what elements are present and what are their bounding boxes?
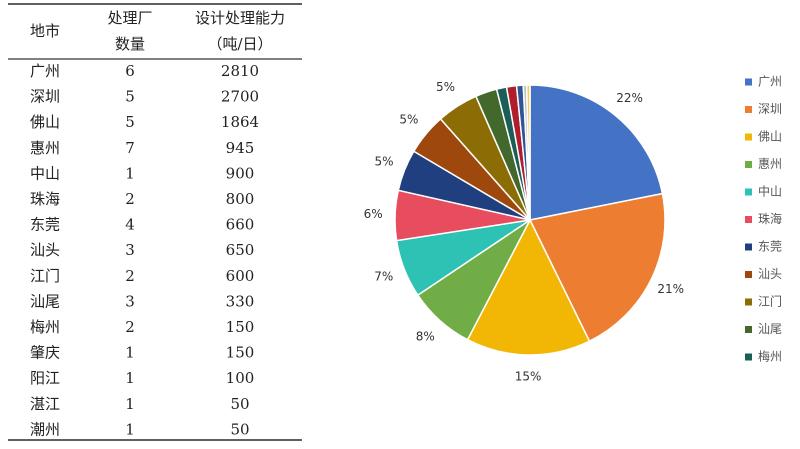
table-cell: 潮州 xyxy=(30,420,60,438)
slice-label: 15% xyxy=(515,369,542,383)
table-cell: 7 xyxy=(125,139,135,157)
table-cell: 945 xyxy=(226,139,255,157)
table-cell: 肇庆 xyxy=(30,344,60,362)
slice-label: 5% xyxy=(399,113,418,127)
table-cell: 900 xyxy=(226,164,255,182)
legend-label: 珠海 xyxy=(758,211,782,226)
table-cell: 汕头 xyxy=(30,241,60,259)
slice-label: 6% xyxy=(364,207,383,221)
table-cell: 2700 xyxy=(221,88,259,106)
legend-swatch xyxy=(745,133,752,141)
legend-label: 佛山 xyxy=(758,130,782,144)
pie-slice xyxy=(466,218,591,356)
table-cell: 3 xyxy=(125,241,135,259)
table-cell: 湛江 xyxy=(30,395,60,413)
table-cell: 2 xyxy=(125,318,135,336)
legend-swatch xyxy=(745,106,752,113)
table-cell: 佛山 xyxy=(30,113,60,131)
table-cell: 50 xyxy=(230,395,249,413)
table-cell: 珠海 xyxy=(30,190,60,208)
legend-label: 江门 xyxy=(758,294,782,309)
legend-swatch xyxy=(745,326,752,333)
table-cell: 650 xyxy=(226,241,255,259)
legend-swatch xyxy=(745,216,752,223)
table-header: 地市 xyxy=(30,22,60,40)
legend-swatch xyxy=(745,78,752,86)
table-cell: 5 xyxy=(125,88,135,106)
legend-label: 汕头 xyxy=(758,267,782,281)
legend-swatch xyxy=(745,271,752,278)
pie-slice xyxy=(525,84,531,221)
table-header: 处理厂 xyxy=(107,9,152,27)
legend-label: 深圳 xyxy=(758,102,782,116)
legend-label: 梅州 xyxy=(758,349,782,364)
legend-label: 广州 xyxy=(758,75,782,89)
legend-label: 惠州 xyxy=(758,157,782,171)
slice-label: 22% xyxy=(616,91,643,105)
table-cell: 东莞 xyxy=(30,216,60,234)
table-cell: 5 xyxy=(125,113,135,131)
table-cell: 1 xyxy=(125,420,135,438)
table-cell: 330 xyxy=(226,292,255,310)
slice-label: 8% xyxy=(416,329,435,343)
table-cell: 江门 xyxy=(30,267,60,285)
table-cell: 6 xyxy=(125,62,135,80)
legend-swatch xyxy=(745,188,752,196)
pie-slice xyxy=(529,84,664,221)
table-cell: 惠州 xyxy=(30,139,60,157)
slice-label: 7% xyxy=(374,270,393,284)
legend-label: 中山 xyxy=(758,184,782,199)
slice-label: 5% xyxy=(436,80,455,94)
table-cell: 2 xyxy=(125,190,135,208)
table-header: 设计处理能力 xyxy=(195,9,285,27)
table-cell: 1 xyxy=(125,395,135,413)
table-cell: 600 xyxy=(226,267,255,285)
table-cell: 广州 xyxy=(30,62,60,80)
table-cell: 100 xyxy=(226,369,255,387)
legend-label: 汕尾 xyxy=(758,322,782,336)
table-cell: 1 xyxy=(125,369,135,387)
table-cell: 50 xyxy=(230,420,249,438)
table-cell: 汕尾 xyxy=(30,292,60,310)
legend-swatch xyxy=(745,243,752,251)
table-cell: 中山 xyxy=(30,164,60,182)
table-header: 数量 xyxy=(115,35,145,53)
table-cell: 3 xyxy=(125,292,135,310)
table-cell: 梅州 xyxy=(30,318,60,336)
table-cell: 2 xyxy=(125,267,135,285)
table-cell: 150 xyxy=(226,318,255,336)
table-cell: 阳江 xyxy=(30,369,60,387)
slice-label: 5% xyxy=(375,155,394,169)
table-cell: 深圳 xyxy=(30,88,60,106)
table-cell: 1 xyxy=(125,164,135,182)
legend-swatch xyxy=(745,161,752,168)
table-cell: 150 xyxy=(226,344,255,362)
legend-label: 东莞 xyxy=(758,240,782,254)
table-header: （吨/日） xyxy=(207,35,272,53)
table-cell: 1 xyxy=(125,344,135,362)
table-cell: 4 xyxy=(125,216,135,234)
table-cell: 2810 xyxy=(221,62,259,80)
table-cell: 660 xyxy=(226,216,255,234)
pie-slice xyxy=(528,192,666,343)
legend-swatch xyxy=(745,353,752,361)
legend-swatch xyxy=(745,298,752,306)
slice-label: 21% xyxy=(657,282,684,296)
table-cell: 1864 xyxy=(221,113,259,131)
table-cell: 800 xyxy=(226,190,255,208)
